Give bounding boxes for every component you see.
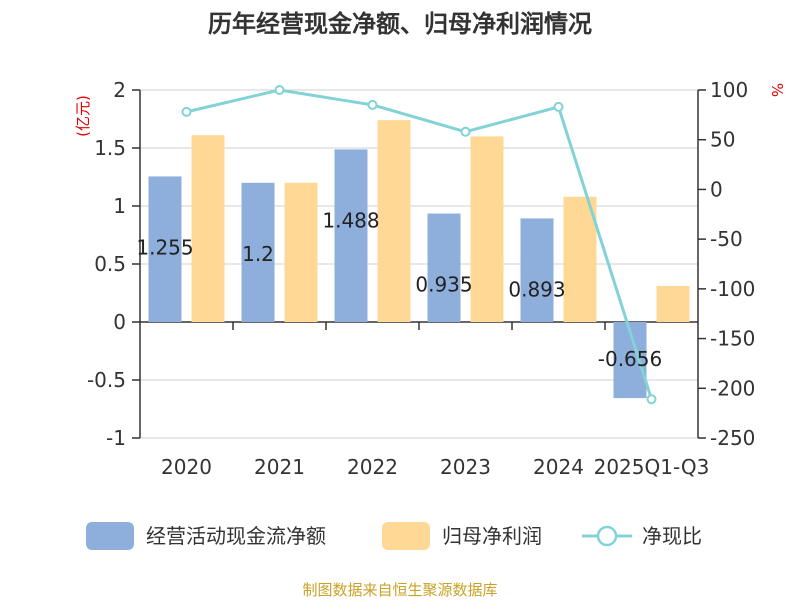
ratio-line (181, 85, 657, 405)
y-right-tick-label: -50 (710, 227, 743, 251)
bars (148, 120, 690, 399)
bar-cashflow (148, 176, 182, 322)
y-right-tick-label: 0 (710, 177, 723, 201)
bar-net-profit (191, 135, 225, 322)
ratio-point (274, 85, 285, 95)
y-right-tick-label: -200 (710, 376, 755, 400)
legend-label-cashflow: 经营活动现金流净额 (146, 524, 326, 548)
ratio-point (646, 394, 657, 405)
x-tick-label: 2024 (533, 455, 584, 479)
bar-net-profit (284, 182, 318, 322)
y-left-tick-label: 0.5 (94, 252, 126, 276)
y-right-tick-label: 50 (710, 128, 735, 152)
y-right-tick-label: -150 (710, 327, 755, 351)
ratio-point (553, 101, 564, 112)
y-right-tick-label: -100 (710, 277, 755, 301)
bar-data-label: 1.255 (136, 235, 193, 259)
bar-data-label: -0.656 (598, 347, 662, 371)
bar-data-label: 0.935 (415, 273, 472, 297)
y-left-tick-label: 1.5 (94, 136, 126, 160)
legend-label-net-profit: 归母净利润 (442, 524, 542, 548)
y-left-tick-label: 0 (113, 310, 126, 334)
ratio-point (460, 126, 471, 137)
bar-cashflow (334, 149, 368, 322)
y-right-tick-label: 100 (710, 78, 748, 102)
data-labels: 1.255 1.2 1.488 0.935 0.893 -0.656 (136, 208, 662, 371)
legend-label-ratio: 净现比 (642, 524, 702, 548)
x-tick-label: 2023 (440, 455, 491, 479)
x-tick-label: 2021 (254, 455, 305, 479)
y-left-tick-label: -1 (106, 426, 126, 450)
legend: 经营活动现金流净额 归母净利润 净现比 (86, 522, 702, 550)
bar-net-profit (563, 196, 597, 322)
ratio-point (181, 106, 192, 117)
y-left-tick-label: 1 (113, 194, 126, 218)
ratio-point (367, 99, 378, 110)
x-tick-label: 2025Q1-Q3 (594, 455, 710, 479)
y-left-tick-label: 2 (113, 78, 126, 102)
legend-swatch-cashflow (86, 522, 134, 550)
bar-data-label: 1.488 (322, 208, 379, 232)
bar-data-label: 1.2 (242, 242, 274, 266)
ratio-line-path (186, 88, 653, 400)
bar-cashflow (241, 182, 275, 322)
y-right-tick-label: -250 (710, 426, 755, 450)
bar-net-profit (656, 286, 690, 322)
bar-cashflow (520, 218, 554, 322)
footer-source: 制图数据来自恒生聚源数据库 (302, 581, 497, 599)
legend-swatch-net-profit (382, 522, 430, 550)
y-left-unit: (亿元) (74, 95, 92, 137)
y-left-tick-label: -0.5 (87, 368, 126, 392)
x-tick-label: 2020 (161, 455, 212, 479)
axes: 2 1.5 1 0.5 0 -0.5 -1 100 50 0 -50 -100 -150 -200 -250… (74, 78, 786, 479)
x-tick-label: 2022 (347, 455, 398, 479)
gridlines (140, 89, 698, 439)
chart-title: 历年经营现金净额、归母净利润情况 (208, 10, 592, 38)
bar-data-label: 0.893 (508, 277, 565, 301)
legend-swatch-ratio-point (596, 525, 618, 547)
bar-net-profit (377, 120, 411, 322)
bar-net-profit (470, 136, 504, 322)
bar-cashflow (427, 213, 461, 322)
y-right-unit: % (768, 83, 786, 97)
